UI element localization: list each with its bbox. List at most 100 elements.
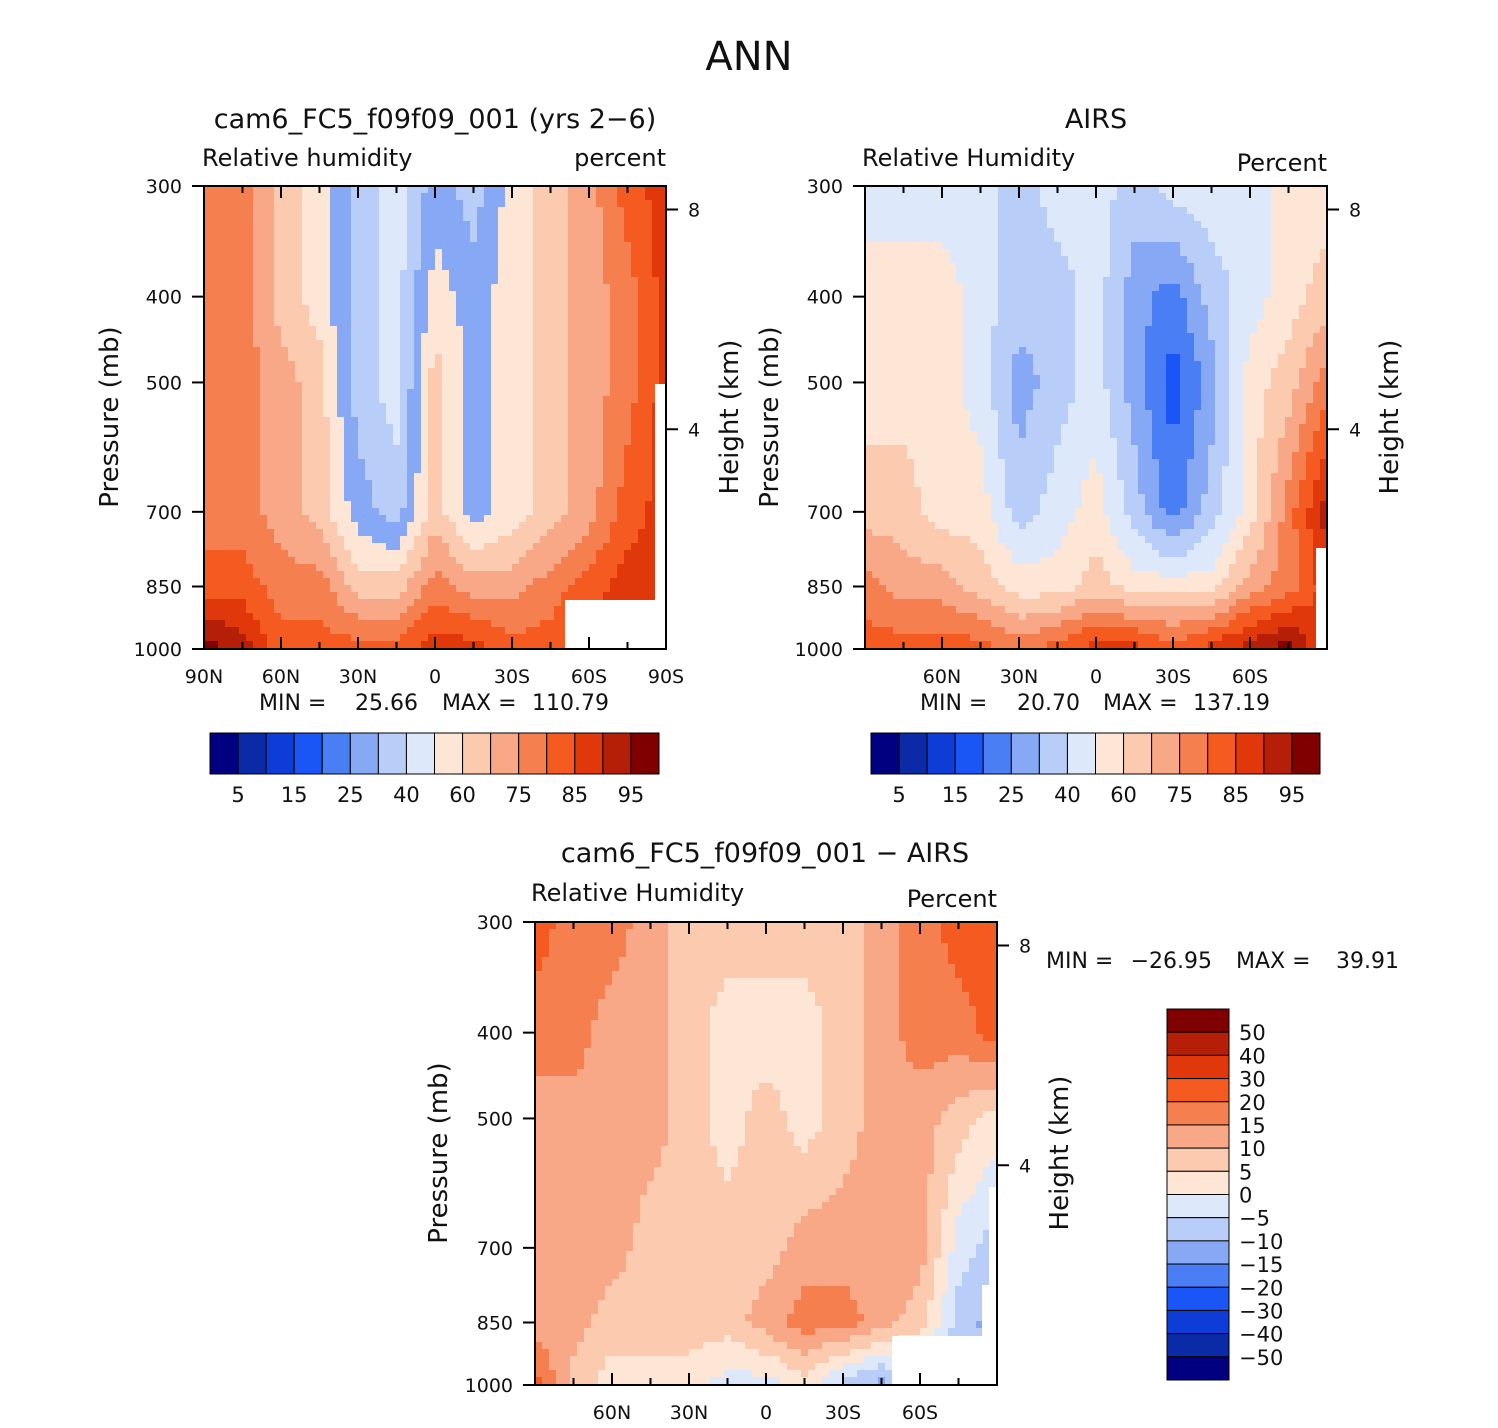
field-cell xyxy=(568,396,576,404)
page-title: ANN xyxy=(705,34,792,80)
field-cell xyxy=(337,431,345,439)
field-cell xyxy=(1103,186,1111,194)
field-cell xyxy=(365,613,373,621)
field-cell xyxy=(872,200,880,208)
field-cell xyxy=(449,480,457,488)
field-cell xyxy=(463,235,471,243)
field-cell xyxy=(393,389,401,397)
field-cell xyxy=(218,235,226,243)
field-cell xyxy=(386,270,394,278)
field-cell xyxy=(393,459,401,467)
field-cell xyxy=(253,480,261,488)
field-cell xyxy=(533,480,541,488)
field-cell xyxy=(547,214,555,222)
field-cell xyxy=(344,564,352,572)
field-cell xyxy=(652,312,660,320)
field-cell xyxy=(498,249,506,257)
field-cell xyxy=(582,200,590,208)
field-cell xyxy=(246,557,254,565)
field-cell xyxy=(1159,186,1167,194)
field-cell xyxy=(246,473,254,481)
field-cell xyxy=(414,256,422,264)
field-cell xyxy=(505,333,513,341)
field-cell xyxy=(323,480,331,488)
field-cell xyxy=(379,634,387,642)
field-cell xyxy=(603,515,611,523)
field-cell xyxy=(239,592,247,600)
field-cell xyxy=(505,529,513,537)
field-cell xyxy=(365,424,373,432)
field-cell xyxy=(582,403,590,411)
field-cell xyxy=(323,207,331,215)
field-cell xyxy=(1285,193,1293,201)
field-cell xyxy=(519,193,527,201)
field-cell xyxy=(351,389,359,397)
field-cell xyxy=(554,571,562,579)
field-cell xyxy=(505,200,513,208)
field-cell xyxy=(302,256,310,264)
field-cell xyxy=(610,263,618,271)
field-cell xyxy=(1152,207,1160,215)
field-cell xyxy=(435,389,443,397)
field-cell xyxy=(232,263,240,271)
field-cell xyxy=(211,263,219,271)
field-cell xyxy=(491,641,499,649)
field-cell xyxy=(1033,221,1041,229)
field-cell xyxy=(1264,228,1272,236)
field-cell xyxy=(554,424,562,432)
field-cell xyxy=(400,249,408,257)
field-cell xyxy=(323,452,331,460)
field-cell xyxy=(568,424,576,432)
field-cell xyxy=(533,200,541,208)
field-cell xyxy=(253,550,261,558)
field-cell xyxy=(498,396,506,404)
field-cell xyxy=(239,396,247,404)
field-cell xyxy=(463,480,471,488)
field-cell xyxy=(309,340,317,348)
field-cell xyxy=(505,599,513,607)
field-cell xyxy=(218,410,226,418)
field-cell xyxy=(456,634,464,642)
field-cell xyxy=(645,515,653,523)
field-cell xyxy=(991,207,999,215)
field-cell xyxy=(274,340,282,348)
field-cell xyxy=(288,459,296,467)
field-cell xyxy=(645,242,653,250)
field-cell xyxy=(302,473,310,481)
field-cell xyxy=(617,242,625,250)
field-cell xyxy=(239,256,247,264)
field-cell xyxy=(893,207,901,215)
field-cell xyxy=(288,410,296,418)
field-cell xyxy=(393,452,401,460)
field-cell xyxy=(533,634,541,642)
field-cell xyxy=(596,249,604,257)
field-cell xyxy=(386,585,394,593)
field-cell xyxy=(365,592,373,600)
field-cell xyxy=(414,305,422,313)
field-cell xyxy=(645,249,653,257)
field-cell xyxy=(533,284,541,292)
field-cell xyxy=(428,319,436,327)
field-cell xyxy=(631,263,639,271)
field-cell xyxy=(998,207,1006,215)
field-cell xyxy=(596,396,604,404)
field-cell xyxy=(484,417,492,425)
field-cell xyxy=(232,298,240,306)
field-cell xyxy=(428,494,436,502)
field-cell xyxy=(1187,200,1195,208)
field-cell xyxy=(1159,200,1167,208)
field-cell xyxy=(1187,228,1195,236)
field-cell xyxy=(610,354,618,362)
field-cell xyxy=(526,312,534,320)
field-cell xyxy=(631,284,639,292)
field-cell xyxy=(865,193,873,201)
field-cell xyxy=(239,207,247,215)
field-cell xyxy=(232,193,240,201)
field-cell xyxy=(526,627,534,635)
field-cell xyxy=(477,508,485,516)
field-cell xyxy=(533,550,541,558)
field-cell xyxy=(274,634,282,642)
field-cell xyxy=(267,494,275,502)
field-cell xyxy=(463,508,471,516)
field-cell xyxy=(582,585,590,593)
